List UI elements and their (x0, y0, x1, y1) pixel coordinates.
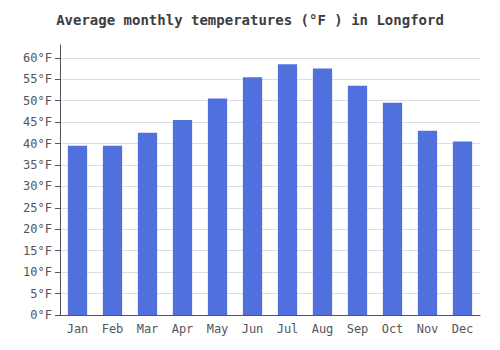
svg-text:40°F: 40°F (23, 137, 52, 151)
svg-text:Jul: Jul (277, 322, 299, 336)
svg-text:Jan: Jan (67, 322, 89, 336)
svg-text:30°F: 30°F (23, 179, 52, 193)
svg-text:10°F: 10°F (23, 265, 52, 279)
svg-text:0°F: 0°F (30, 308, 52, 322)
svg-text:55°F: 55°F (23, 72, 52, 86)
svg-text:45°F: 45°F (23, 115, 52, 129)
svg-text:15°F: 15°F (23, 244, 52, 258)
svg-text:Apr: Apr (172, 322, 194, 336)
svg-text:Mar: Mar (137, 322, 159, 336)
svg-text:Sep: Sep (347, 322, 369, 336)
svg-text:25°F: 25°F (23, 201, 52, 215)
svg-text:5°F: 5°F (30, 287, 52, 301)
svg-text:50°F: 50°F (23, 94, 52, 108)
svg-text:Oct: Oct (382, 322, 404, 336)
svg-text:Aug: Aug (312, 322, 334, 336)
svg-text:Nov: Nov (417, 322, 439, 336)
svg-text:20°F: 20°F (23, 222, 52, 236)
svg-text:35°F: 35°F (23, 158, 52, 172)
svg-text:Jun: Jun (242, 322, 264, 336)
svg-text:May: May (207, 322, 229, 336)
svg-text:Dec: Dec (452, 322, 474, 336)
svg-text:Average monthly temperatures (: Average monthly temperatures (°F ) in Lo… (56, 12, 444, 28)
svg-text:Feb: Feb (102, 322, 124, 336)
svg-text:60°F: 60°F (23, 51, 52, 65)
